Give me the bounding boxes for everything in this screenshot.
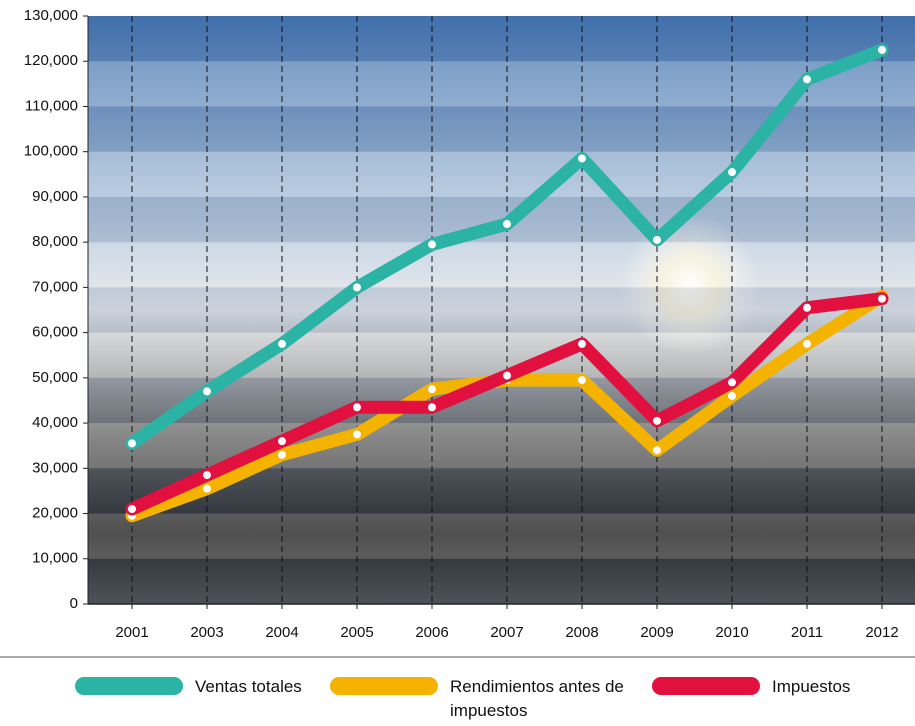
data-point [653, 416, 661, 425]
x-tick-label: 2008 [565, 624, 598, 641]
data-point [128, 505, 136, 514]
legend-swatch [330, 677, 438, 695]
y-tick-label: 20,000 [32, 505, 78, 522]
sun [620, 215, 760, 355]
band [88, 287, 915, 333]
legend-item: Ventas totales [75, 675, 380, 699]
legend-swatch [75, 677, 183, 695]
data-point [803, 339, 811, 348]
y-tick-label: 10,000 [32, 550, 78, 567]
band [88, 558, 915, 604]
data-point [278, 450, 286, 459]
data-point [353, 430, 361, 439]
data-point [503, 371, 511, 380]
x-tick-label: 2005 [340, 624, 373, 641]
data-point [428, 240, 436, 249]
data-point [578, 339, 586, 348]
data-point [653, 446, 661, 455]
y-tick-label: 120,000 [24, 52, 78, 69]
data-point [203, 471, 211, 480]
data-point [653, 235, 661, 244]
band [88, 423, 915, 469]
band [88, 106, 915, 152]
x-tick-label: 2010 [715, 624, 748, 641]
data-point [353, 403, 361, 412]
data-point [278, 437, 286, 446]
data-point [728, 391, 736, 400]
legend-item: Rendimientos antes de impuestos [330, 675, 630, 723]
data-point [353, 283, 361, 292]
legend-label: Impuestos [772, 677, 851, 696]
y-tick-label: 0 [70, 595, 78, 612]
data-point [803, 75, 811, 84]
data-point [278, 339, 286, 348]
x-tick-label: 2012 [865, 624, 898, 641]
y-tick-label: 40,000 [32, 414, 78, 431]
x-tick-label: 2011 [791, 624, 823, 641]
data-point [428, 403, 436, 412]
data-point [803, 303, 811, 312]
data-point [878, 45, 886, 54]
band [88, 61, 915, 107]
band [88, 16, 915, 62]
y-tick-label: 100,000 [24, 143, 78, 160]
y-tick-label: 50,000 [32, 369, 78, 386]
band [88, 242, 915, 288]
legend-swatch [652, 677, 760, 695]
y-tick-label: 30,000 [32, 459, 78, 476]
y-tick-label: 110,000 [25, 97, 78, 114]
y-tick-label: 80,000 [32, 233, 78, 250]
data-point [128, 439, 136, 448]
x-tick-label: 2007 [490, 624, 523, 641]
legend-item: Impuestos [652, 675, 915, 699]
data-point [578, 376, 586, 385]
x-tick-label: 2006 [415, 624, 448, 641]
data-point [428, 385, 436, 394]
legend-label: Ventas totales [195, 677, 302, 696]
x-tick-label: 2004 [265, 624, 298, 641]
data-point [203, 387, 211, 396]
legend-label: Rendimientos antes de impuestos [450, 677, 624, 720]
band [88, 513, 915, 559]
data-point [728, 168, 736, 177]
data-point [878, 294, 886, 303]
band [88, 151, 915, 197]
x-tick-label: 2003 [190, 624, 223, 641]
data-point [578, 154, 586, 163]
y-tick-label: 130,000 [24, 7, 78, 24]
y-tick-label: 90,000 [32, 188, 78, 205]
data-point [503, 220, 511, 229]
y-tick-label: 60,000 [32, 324, 78, 341]
data-point [203, 484, 211, 493]
x-tick-label: 2009 [640, 624, 673, 641]
y-tick-label: 70,000 [32, 278, 78, 295]
x-tick-label: 2001 [115, 624, 148, 641]
data-point [728, 378, 736, 387]
